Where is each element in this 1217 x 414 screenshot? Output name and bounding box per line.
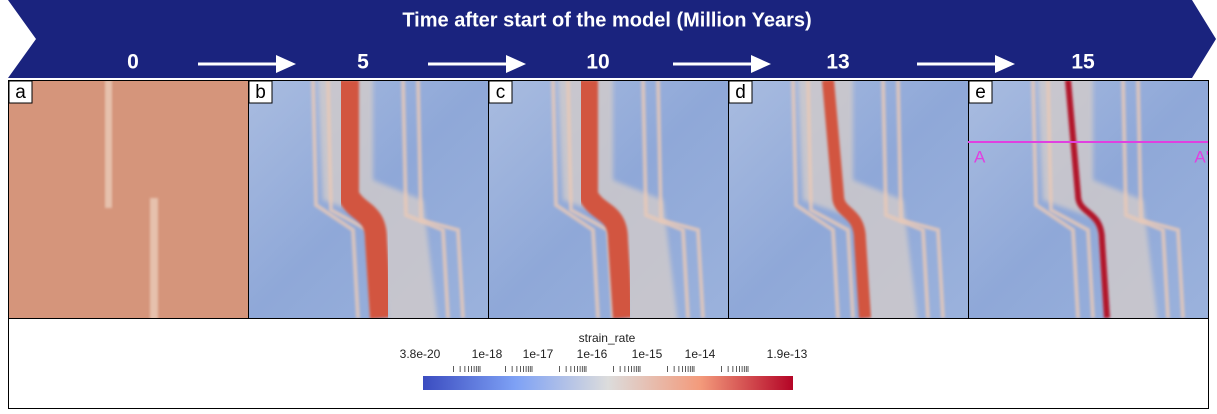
colorbar-tick-label: 1e-17 xyxy=(523,347,554,361)
section-start: A xyxy=(974,147,986,166)
panel-letter: e xyxy=(975,82,986,103)
colorbar-ticks xyxy=(453,366,749,372)
colorbar-tick-label: 1e-16 xyxy=(577,347,608,361)
section-end: A' xyxy=(1194,147,1209,166)
panel: a xyxy=(8,80,249,319)
fault xyxy=(1065,80,1110,318)
stripe xyxy=(551,80,600,318)
stripe xyxy=(1136,80,1185,318)
stripe xyxy=(416,80,465,318)
fault xyxy=(578,80,633,318)
panel-letter: c xyxy=(496,82,506,103)
colorbar-tick-label: 1e-18 xyxy=(472,347,503,361)
arrow-head xyxy=(995,55,1015,73)
panel-image xyxy=(8,80,248,318)
fault-stripe xyxy=(150,198,158,318)
fault-stripe xyxy=(105,80,112,208)
stripe xyxy=(806,80,855,318)
time-label: 13 xyxy=(826,51,849,74)
panel: d xyxy=(728,80,969,319)
background xyxy=(8,80,248,318)
colorbar-title: strain_rate xyxy=(579,331,636,345)
colorbar xyxy=(423,376,793,390)
stripe xyxy=(311,80,360,318)
panels: a b c d e xyxy=(8,80,1209,319)
arrow-head xyxy=(506,55,526,73)
arrow-head xyxy=(751,55,771,73)
banner-title: Time after start of the model (Million Y… xyxy=(402,9,811,31)
stripe xyxy=(791,80,840,318)
fault xyxy=(822,80,871,318)
panel-image xyxy=(248,80,488,318)
colorbar-tick-label: 3.8e-20 xyxy=(400,347,441,361)
panel: b xyxy=(248,80,489,319)
time-label: 0 xyxy=(127,51,139,74)
time-banner xyxy=(8,0,1216,78)
panel-letter: d xyxy=(735,82,746,103)
panel: e xyxy=(968,80,1209,319)
panel: c xyxy=(488,80,729,319)
colorbar-box xyxy=(8,318,1209,409)
colorbar-tick-label: 1e-15 xyxy=(632,347,663,361)
panel-letter: a xyxy=(15,82,26,103)
panel-image xyxy=(488,80,728,318)
panel-letter: b xyxy=(255,82,266,103)
time-label: 5 xyxy=(357,51,369,74)
letter-box xyxy=(248,80,273,104)
stripe xyxy=(896,80,945,318)
stripe xyxy=(1046,80,1095,318)
letter-box xyxy=(728,80,753,104)
stripe xyxy=(656,80,705,318)
letter-box xyxy=(8,80,33,104)
colorbar-tick-label: 1.9e-13 xyxy=(767,347,808,361)
arrow-head xyxy=(276,55,296,73)
panel-image xyxy=(728,80,968,318)
letter-box xyxy=(488,80,513,104)
colorbar-tick-label: 1e-14 xyxy=(685,347,716,361)
fault xyxy=(337,80,392,318)
time-label: 10 xyxy=(586,51,609,74)
shear-zone xyxy=(1038,80,1158,318)
time-label: 15 xyxy=(1071,51,1095,74)
letter-box xyxy=(968,80,993,104)
panel-image xyxy=(968,80,1208,318)
